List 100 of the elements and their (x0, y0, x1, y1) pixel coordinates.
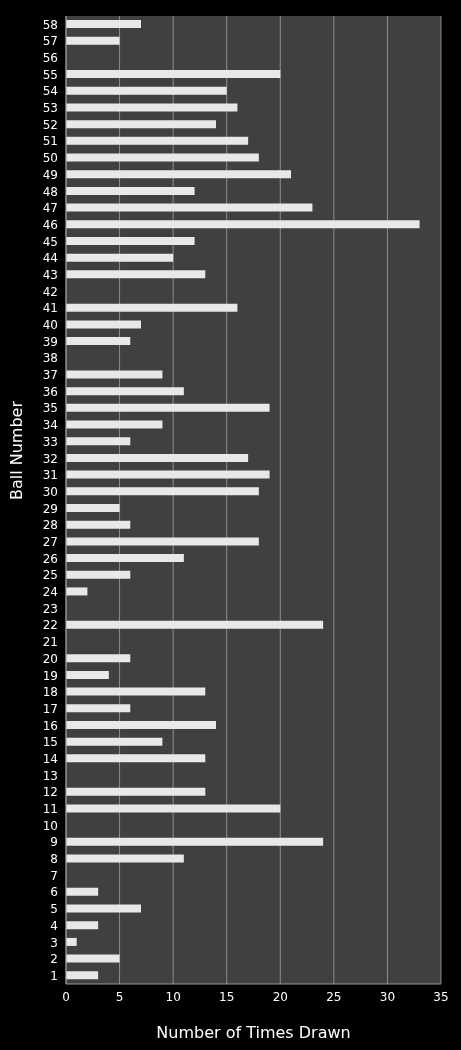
y-tick-label: 58 (42, 17, 58, 32)
bar (66, 370, 163, 379)
bar (66, 453, 249, 462)
y-tick-label: 19 (42, 668, 58, 683)
y-tick-label: 24 (42, 585, 58, 600)
x-tick-label: 30 (379, 989, 396, 1004)
bar (66, 253, 174, 262)
bar (66, 754, 206, 763)
y-tick-label: 18 (42, 685, 58, 700)
bar (66, 704, 131, 713)
y-tick-label: 31 (42, 468, 58, 483)
y-tick-label: 17 (42, 701, 58, 716)
y-tick-label: 28 (42, 518, 58, 533)
x-tick-label: 20 (272, 989, 288, 1004)
bar (66, 136, 249, 145)
y-tick-label: 40 (42, 318, 58, 333)
y-tick-label: 44 (42, 251, 58, 266)
y-tick-label: 32 (42, 451, 58, 466)
bar (66, 120, 216, 129)
y-tick-label: 30 (42, 484, 58, 499)
bar (66, 420, 163, 429)
y-tick-label: 54 (42, 84, 58, 99)
x-tick-label: 25 (326, 989, 342, 1004)
bar (66, 236, 195, 245)
bar (66, 203, 313, 212)
y-tick-label: 43 (42, 267, 58, 282)
y-tick-label: 1 (50, 968, 58, 983)
y-tick-label: 16 (42, 718, 58, 733)
bar (66, 504, 120, 512)
y-tick-label: 9 (50, 835, 58, 850)
y-tick-label: 34 (42, 418, 58, 433)
bar (66, 537, 259, 546)
bar (66, 220, 420, 229)
y-tick-label: 51 (42, 134, 58, 149)
bar (66, 186, 195, 195)
bar (66, 887, 99, 896)
x-axis-title: Number of Times Drawn (156, 1023, 351, 1042)
bar (66, 837, 324, 846)
bar (66, 70, 281, 79)
bar (66, 904, 141, 913)
bar (66, 153, 259, 162)
y-tick-label: 47 (42, 201, 58, 216)
y-tick-label: 11 (42, 802, 58, 817)
y-tick-label: 14 (42, 751, 58, 766)
bar (66, 554, 184, 563)
x-tick-label: 35 (433, 989, 449, 1004)
y-tick-label: 42 (42, 284, 58, 299)
bar (66, 587, 88, 596)
y-axis-title: Ball Number (6, 400, 26, 500)
bar (66, 921, 99, 930)
bar (66, 620, 324, 629)
bar (66, 737, 163, 746)
bar (66, 270, 206, 279)
bar (66, 20, 141, 28)
y-tick-label: 56 (42, 50, 58, 65)
y-tick-label: 21 (42, 635, 58, 650)
y-tick-label: 38 (42, 351, 58, 366)
y-tick-label: 6 (50, 885, 58, 900)
bar (66, 937, 77, 946)
y-tick-label: 15 (42, 735, 58, 750)
bar (66, 487, 259, 496)
bar (66, 520, 131, 529)
bar (66, 36, 120, 45)
bar (66, 303, 238, 312)
y-tick-label: 20 (42, 651, 58, 666)
y-tick-label: 36 (42, 384, 58, 399)
x-tick-label: 0 (62, 989, 70, 1004)
bar (66, 570, 131, 579)
y-tick-label: 52 (42, 117, 58, 132)
y-tick-label: 13 (42, 768, 58, 783)
y-tick-label: 26 (42, 551, 58, 566)
y-tick-label: 35 (42, 401, 58, 416)
y-tick-label: 49 (42, 167, 58, 182)
y-tick-label: 4 (50, 918, 58, 933)
bar (66, 720, 216, 729)
bar (66, 687, 206, 696)
bar (66, 971, 99, 980)
y-tick-label: 46 (42, 217, 58, 232)
bar (66, 954, 120, 963)
y-tick-label: 53 (42, 101, 58, 116)
y-tick-label: 45 (42, 234, 58, 249)
y-tick-label: 50 (42, 151, 58, 166)
y-tick-label: 33 (42, 434, 58, 449)
bar (66, 787, 206, 796)
y-tick-label: 5 (50, 902, 58, 917)
y-tick-label: 12 (42, 785, 58, 800)
y-tick-label: 2 (50, 952, 58, 967)
bar (66, 387, 184, 396)
y-tick-label: 22 (42, 618, 58, 633)
bar (66, 670, 109, 679)
y-tick-label: 3 (50, 935, 58, 950)
bar (66, 403, 270, 412)
y-tick-label: 48 (42, 184, 58, 199)
y-tick-label: 41 (42, 301, 58, 316)
bar (66, 437, 131, 446)
y-tick-label: 10 (42, 818, 58, 833)
y-tick-label: 37 (42, 368, 58, 383)
bar (66, 86, 227, 95)
y-tick-label: 8 (50, 852, 58, 867)
y-tick-label: 23 (42, 601, 58, 616)
